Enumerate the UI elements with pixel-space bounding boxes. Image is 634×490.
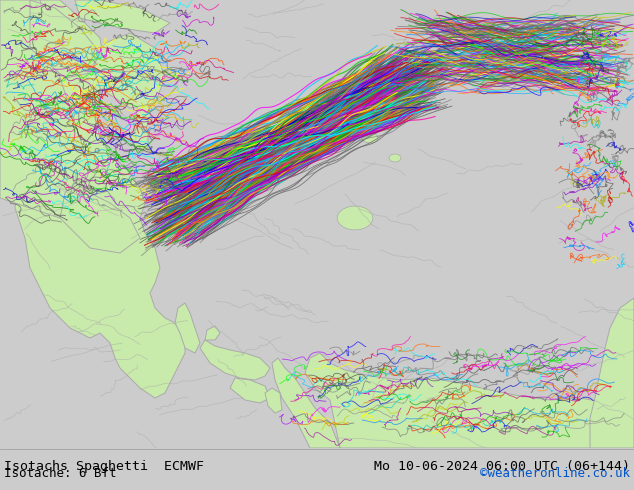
Polygon shape [175, 303, 200, 353]
Polygon shape [92, 33, 165, 108]
Text: Isotachs Spaghetti  ECMWF: Isotachs Spaghetti ECMWF [4, 460, 204, 473]
Polygon shape [200, 340, 270, 380]
Polygon shape [205, 326, 220, 340]
Polygon shape [362, 133, 378, 143]
Polygon shape [305, 353, 634, 448]
Polygon shape [265, 388, 282, 413]
Polygon shape [230, 378, 270, 403]
Polygon shape [337, 206, 373, 230]
Polygon shape [272, 358, 340, 448]
Text: ©weatheronline.co.uk: ©weatheronline.co.uk [480, 467, 630, 480]
Polygon shape [130, 126, 148, 153]
Polygon shape [0, 0, 90, 218]
Polygon shape [389, 154, 401, 162]
Polygon shape [75, 0, 170, 33]
Text: Mo 10-06-2024 06:00 UTC (06+144): Mo 10-06-2024 06:00 UTC (06+144) [374, 460, 630, 473]
Polygon shape [0, 0, 185, 398]
Polygon shape [60, 183, 140, 253]
Polygon shape [345, 109, 355, 117]
Polygon shape [30, 0, 100, 78]
Text: Isotache: 6 Bft: Isotache: 6 Bft [4, 467, 117, 480]
Polygon shape [590, 298, 634, 448]
Polygon shape [135, 103, 152, 128]
